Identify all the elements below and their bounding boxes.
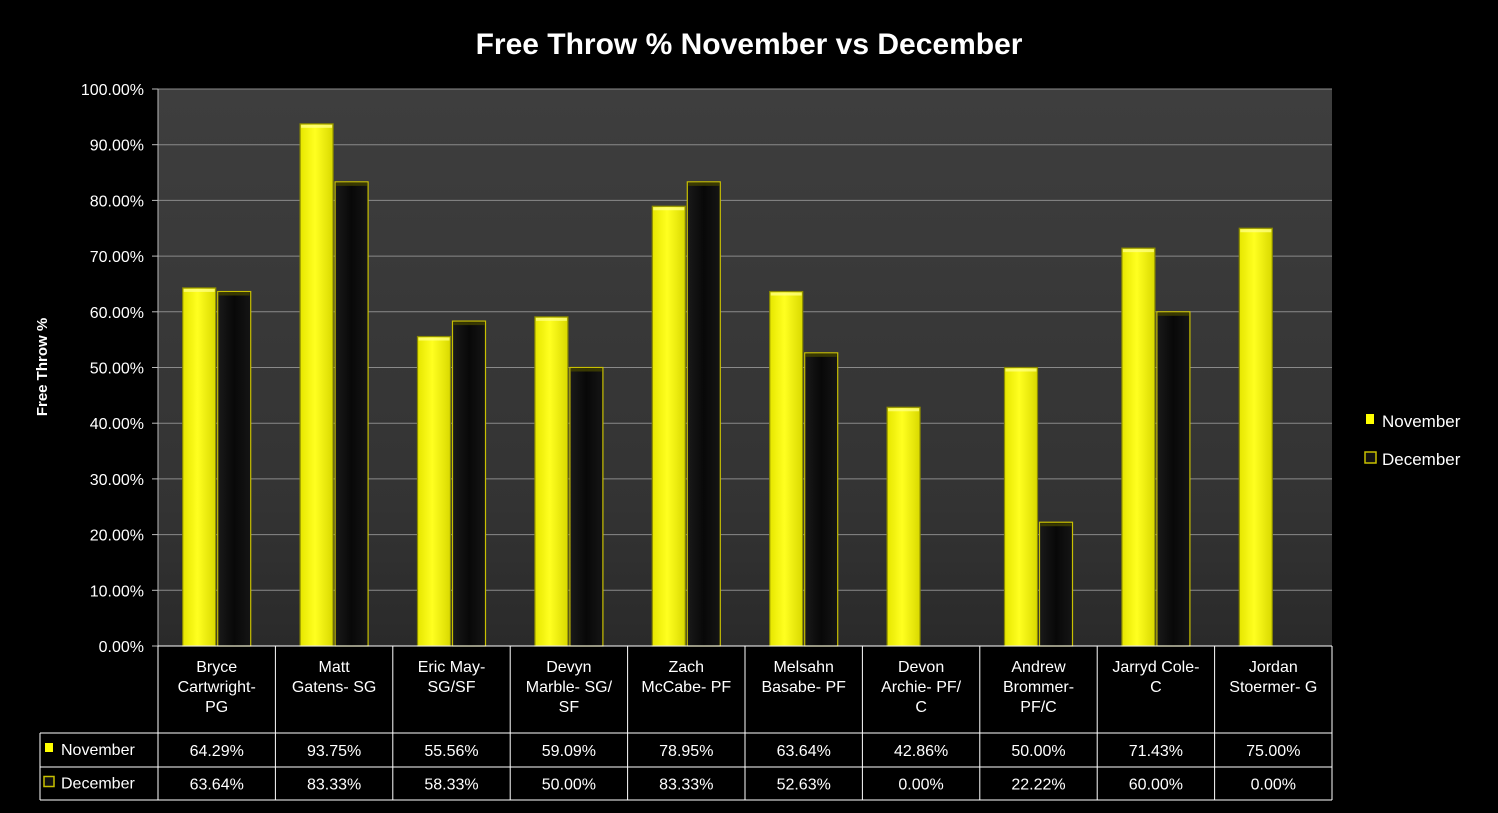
legend-label: November [1382, 412, 1461, 431]
category-label: Bryce Cartwright-PG [178, 659, 256, 716]
table-series-name: December [61, 776, 135, 793]
y-tick-label: 70.00% [90, 249, 144, 266]
bar-december [334, 181, 369, 647]
y-axis-label: Free Throw % [34, 318, 51, 416]
bar-top-highlight [535, 317, 567, 321]
bar-top-highlight [653, 207, 685, 211]
y-tick-label: 40.00% [90, 416, 144, 433]
table-key-november [45, 743, 53, 752]
y-tick-label: 50.00% [90, 361, 144, 378]
data-table: Bryce Cartwright-PG Matt Gatens- SG Eric May… [39, 645, 1333, 801]
bar-november [534, 316, 569, 647]
category-label: Jordan Stoermer- G [1229, 659, 1317, 696]
bar-november [1238, 227, 1273, 647]
y-tick-label: 10.00% [90, 583, 144, 600]
y-tick-label: 100.00% [81, 82, 144, 99]
category-label: Devyn Marble- SG/SF [526, 659, 613, 716]
table-cell: 78.95% [659, 743, 713, 760]
table-cell: 83.33% [307, 777, 361, 794]
bar-november [651, 205, 686, 647]
y-tick-label: 60.00% [90, 305, 144, 322]
bar-top-highlight [183, 288, 215, 292]
bar-top-highlight [1040, 523, 1072, 527]
bar-december [217, 290, 252, 647]
table-cell: 0.00% [898, 777, 943, 794]
category-label: Andrew Brommer-PF/C [1003, 659, 1074, 716]
bar-november [182, 287, 217, 647]
category-label: Jarryd Cole-C [1112, 659, 1199, 696]
table-cell: 22.22% [1011, 777, 1065, 794]
bar-top-highlight [888, 408, 920, 412]
table-series-name: November [61, 742, 135, 759]
table-cell: 71.43% [1129, 743, 1183, 760]
bar-top-highlight [1005, 368, 1037, 372]
category-label: Melsahn Basabe- PF [761, 659, 846, 696]
legend: November December [1364, 412, 1461, 469]
table-cell: 83.33% [659, 777, 713, 794]
bar-december [1038, 521, 1074, 647]
table-key-december [43, 775, 55, 788]
bar-top-highlight [336, 182, 368, 186]
bar-november [1003, 366, 1039, 647]
table-cell: 0.00% [1251, 777, 1296, 794]
table-cell: 42.86% [894, 743, 948, 760]
table-cell: 63.64% [190, 777, 244, 794]
bar-november [769, 290, 804, 647]
bar-top-highlight [301, 124, 333, 128]
y-tick-label: 80.00% [90, 193, 144, 210]
bar-november [416, 335, 452, 647]
bar-top-highlight [418, 337, 450, 341]
table-cell: 64.29% [190, 743, 244, 760]
bar-top-highlight [570, 368, 602, 372]
bars [182, 123, 1273, 647]
bar-top-highlight [1157, 312, 1189, 316]
y-tick-label: 20.00% [90, 528, 144, 545]
bar-december [569, 366, 604, 647]
bar-top-highlight [453, 322, 485, 326]
table-cell: 55.56% [424, 743, 478, 760]
legend-label: December [1382, 450, 1461, 469]
y-tick-label: 30.00% [90, 472, 144, 489]
legend-key-november [1366, 414, 1374, 424]
table-cell: 50.00% [1011, 743, 1065, 760]
bar-top-highlight [1240, 229, 1272, 233]
table-cell: 60.00% [1129, 777, 1183, 794]
bar-top-highlight [1122, 249, 1154, 253]
table-cell: 58.33% [424, 777, 478, 794]
category-label: Devon Archie- PF/C [881, 659, 962, 716]
table-cell: 59.09% [542, 743, 596, 760]
bar-top-highlight [688, 182, 720, 186]
bar-november [299, 123, 334, 647]
chart-title: Free Throw % November vs December [476, 28, 1023, 61]
y-tick-label: 0.00% [99, 639, 144, 656]
y-tick-label: 90.00% [90, 138, 144, 155]
bar-november [886, 406, 921, 647]
table-cell: 52.63% [777, 777, 831, 794]
bar-november [1121, 247, 1156, 647]
bar-december [804, 352, 839, 647]
table-cell: 63.64% [777, 743, 831, 760]
category-label: Eric May-SG/SF [418, 659, 486, 696]
bar-top-highlight [218, 292, 250, 296]
table-cell: 50.00% [542, 777, 596, 794]
table-cell: 75.00% [1246, 743, 1300, 760]
bar-december [1156, 311, 1191, 647]
table-cell: 93.75% [307, 743, 361, 760]
category-label: Matt Gatens- SG [292, 659, 376, 696]
bar-top-highlight [805, 353, 837, 357]
bar-top-highlight [770, 292, 802, 296]
bar-december [686, 181, 721, 647]
y-tick-labels: 0.00% 10.00% 20.00% 30.00% 40.00% 50.00% 60.00… [81, 82, 144, 656]
category-label: Zach McCabe- PF [641, 659, 731, 696]
legend-key-december [1364, 451, 1377, 464]
bar-december [451, 320, 487, 647]
